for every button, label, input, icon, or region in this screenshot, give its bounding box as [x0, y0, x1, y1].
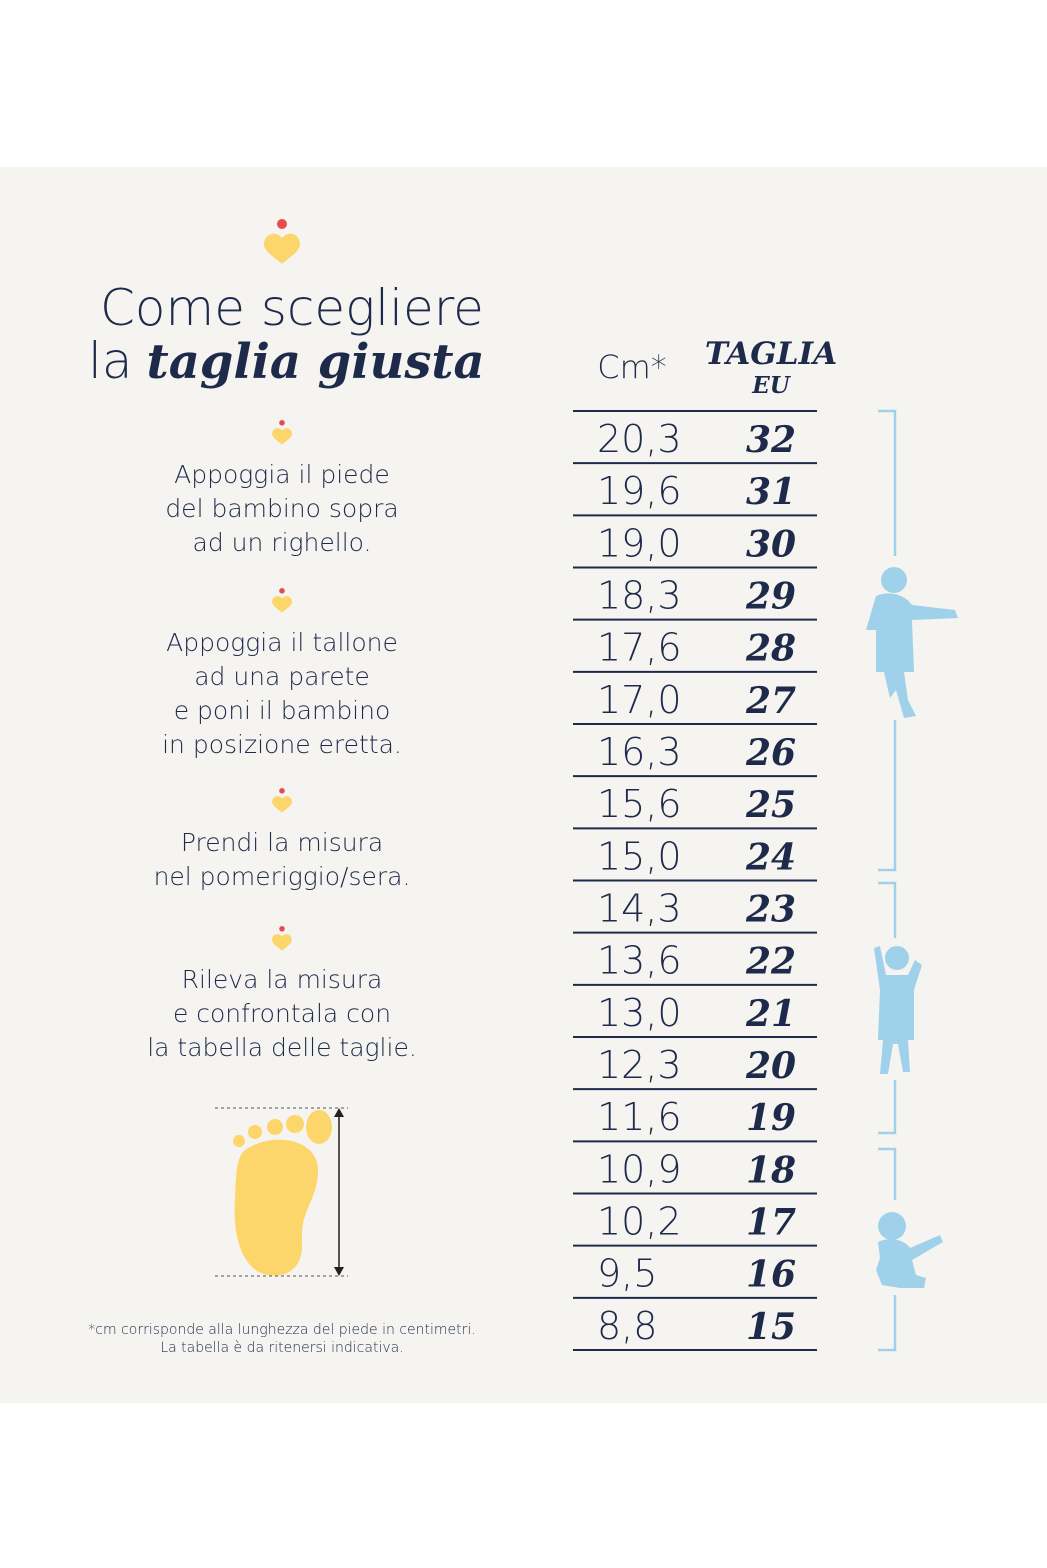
cm-cell: 17,0	[597, 678, 682, 722]
cm-cell: 9,5	[597, 1252, 657, 1296]
cm-cell: 17,6	[597, 626, 682, 670]
step-text: e confrontala con	[173, 999, 391, 1028]
cm-cell: 13,0	[597, 991, 682, 1035]
step-text: Rileva la misura	[182, 965, 383, 994]
age-brackets	[878, 409, 897, 1352]
step-text: del bambino sopra	[165, 494, 398, 523]
size-cell: 28	[745, 628, 796, 670]
title-line-2: la taglia giusta	[88, 332, 485, 390]
step-text: Prendi la misura	[181, 828, 383, 857]
cm-cell: 19,6	[597, 469, 682, 513]
step-text: nel pomeriggio/sera.	[154, 862, 411, 891]
cm-header: Cm*	[597, 348, 667, 386]
size-cell: 29	[745, 576, 796, 618]
size-cell: 32	[746, 419, 796, 461]
cm-cell: 19,0	[597, 521, 682, 565]
foot-illustration	[215, 1107, 348, 1277]
panel	[0, 167, 1047, 1403]
cm-cell: 12,3	[597, 1043, 682, 1087]
size-cell: 19	[746, 1097, 796, 1139]
size-header: TAGLIA	[705, 336, 837, 372]
cm-cell: 11,6	[597, 1095, 682, 1139]
cm-cell: 10,9	[597, 1147, 682, 1191]
title-prefix: la	[88, 332, 133, 390]
title-emphasis: taglia giusta	[147, 334, 485, 390]
size-table: 20,3 32 19,6 31 19,0 30 18,3 29 17,6 28 17,0 27 16,3…	[573, 410, 817, 1351]
title-line-1: Come scegliere	[100, 279, 484, 337]
cm-cell: 8,8	[597, 1304, 657, 1348]
cm-cell: 15,0	[597, 834, 682, 878]
cm-cell: 10,2	[597, 1200, 682, 1244]
step-text: Appoggia il piede	[174, 460, 390, 489]
size-cell: 25	[745, 784, 796, 826]
step-text: ad una parete	[194, 662, 370, 691]
steps: Appoggia il piede del bambino sopra ad un …	[147, 420, 417, 1062]
cm-cell: 20,3	[597, 417, 682, 461]
footnote: *cm corrisponde alla lunghezza del piede…	[88, 1322, 475, 1338]
footnote: La tabella è da ritenersi indicativa.	[160, 1340, 403, 1356]
size-cell: 26	[745, 732, 796, 774]
size-cell: 18	[746, 1149, 796, 1191]
cm-cell: 15,6	[597, 782, 682, 826]
size-cell: 21	[745, 993, 796, 1035]
size-cell: 16	[746, 1254, 796, 1296]
cm-cell: 13,6	[597, 939, 682, 983]
step-text: e poni il bambino	[174, 696, 391, 725]
child-silhouettes	[866, 567, 958, 1288]
size-cell: 15	[746, 1306, 796, 1348]
step-text: la tabella delle taglie.	[147, 1033, 417, 1062]
size-cell: 27	[745, 680, 796, 722]
cm-cell: 16,3	[597, 730, 682, 774]
size-cell: 20	[745, 1045, 796, 1087]
size-cell: 23	[745, 889, 796, 931]
size-cell: 22	[745, 941, 796, 983]
step-text: ad un righello.	[193, 528, 372, 557]
cm-cell: 14,3	[597, 887, 682, 931]
size-cell: 31	[746, 471, 796, 513]
cm-cell: 18,3	[597, 574, 682, 618]
size-cell: 30	[746, 523, 796, 565]
size-cell: 17	[746, 1202, 796, 1244]
step-text: in posizione eretta.	[162, 730, 402, 759]
size-unit: EU	[751, 372, 792, 399]
size-cell: 24	[745, 836, 796, 878]
step-text: Appoggia il tallone	[166, 628, 398, 657]
